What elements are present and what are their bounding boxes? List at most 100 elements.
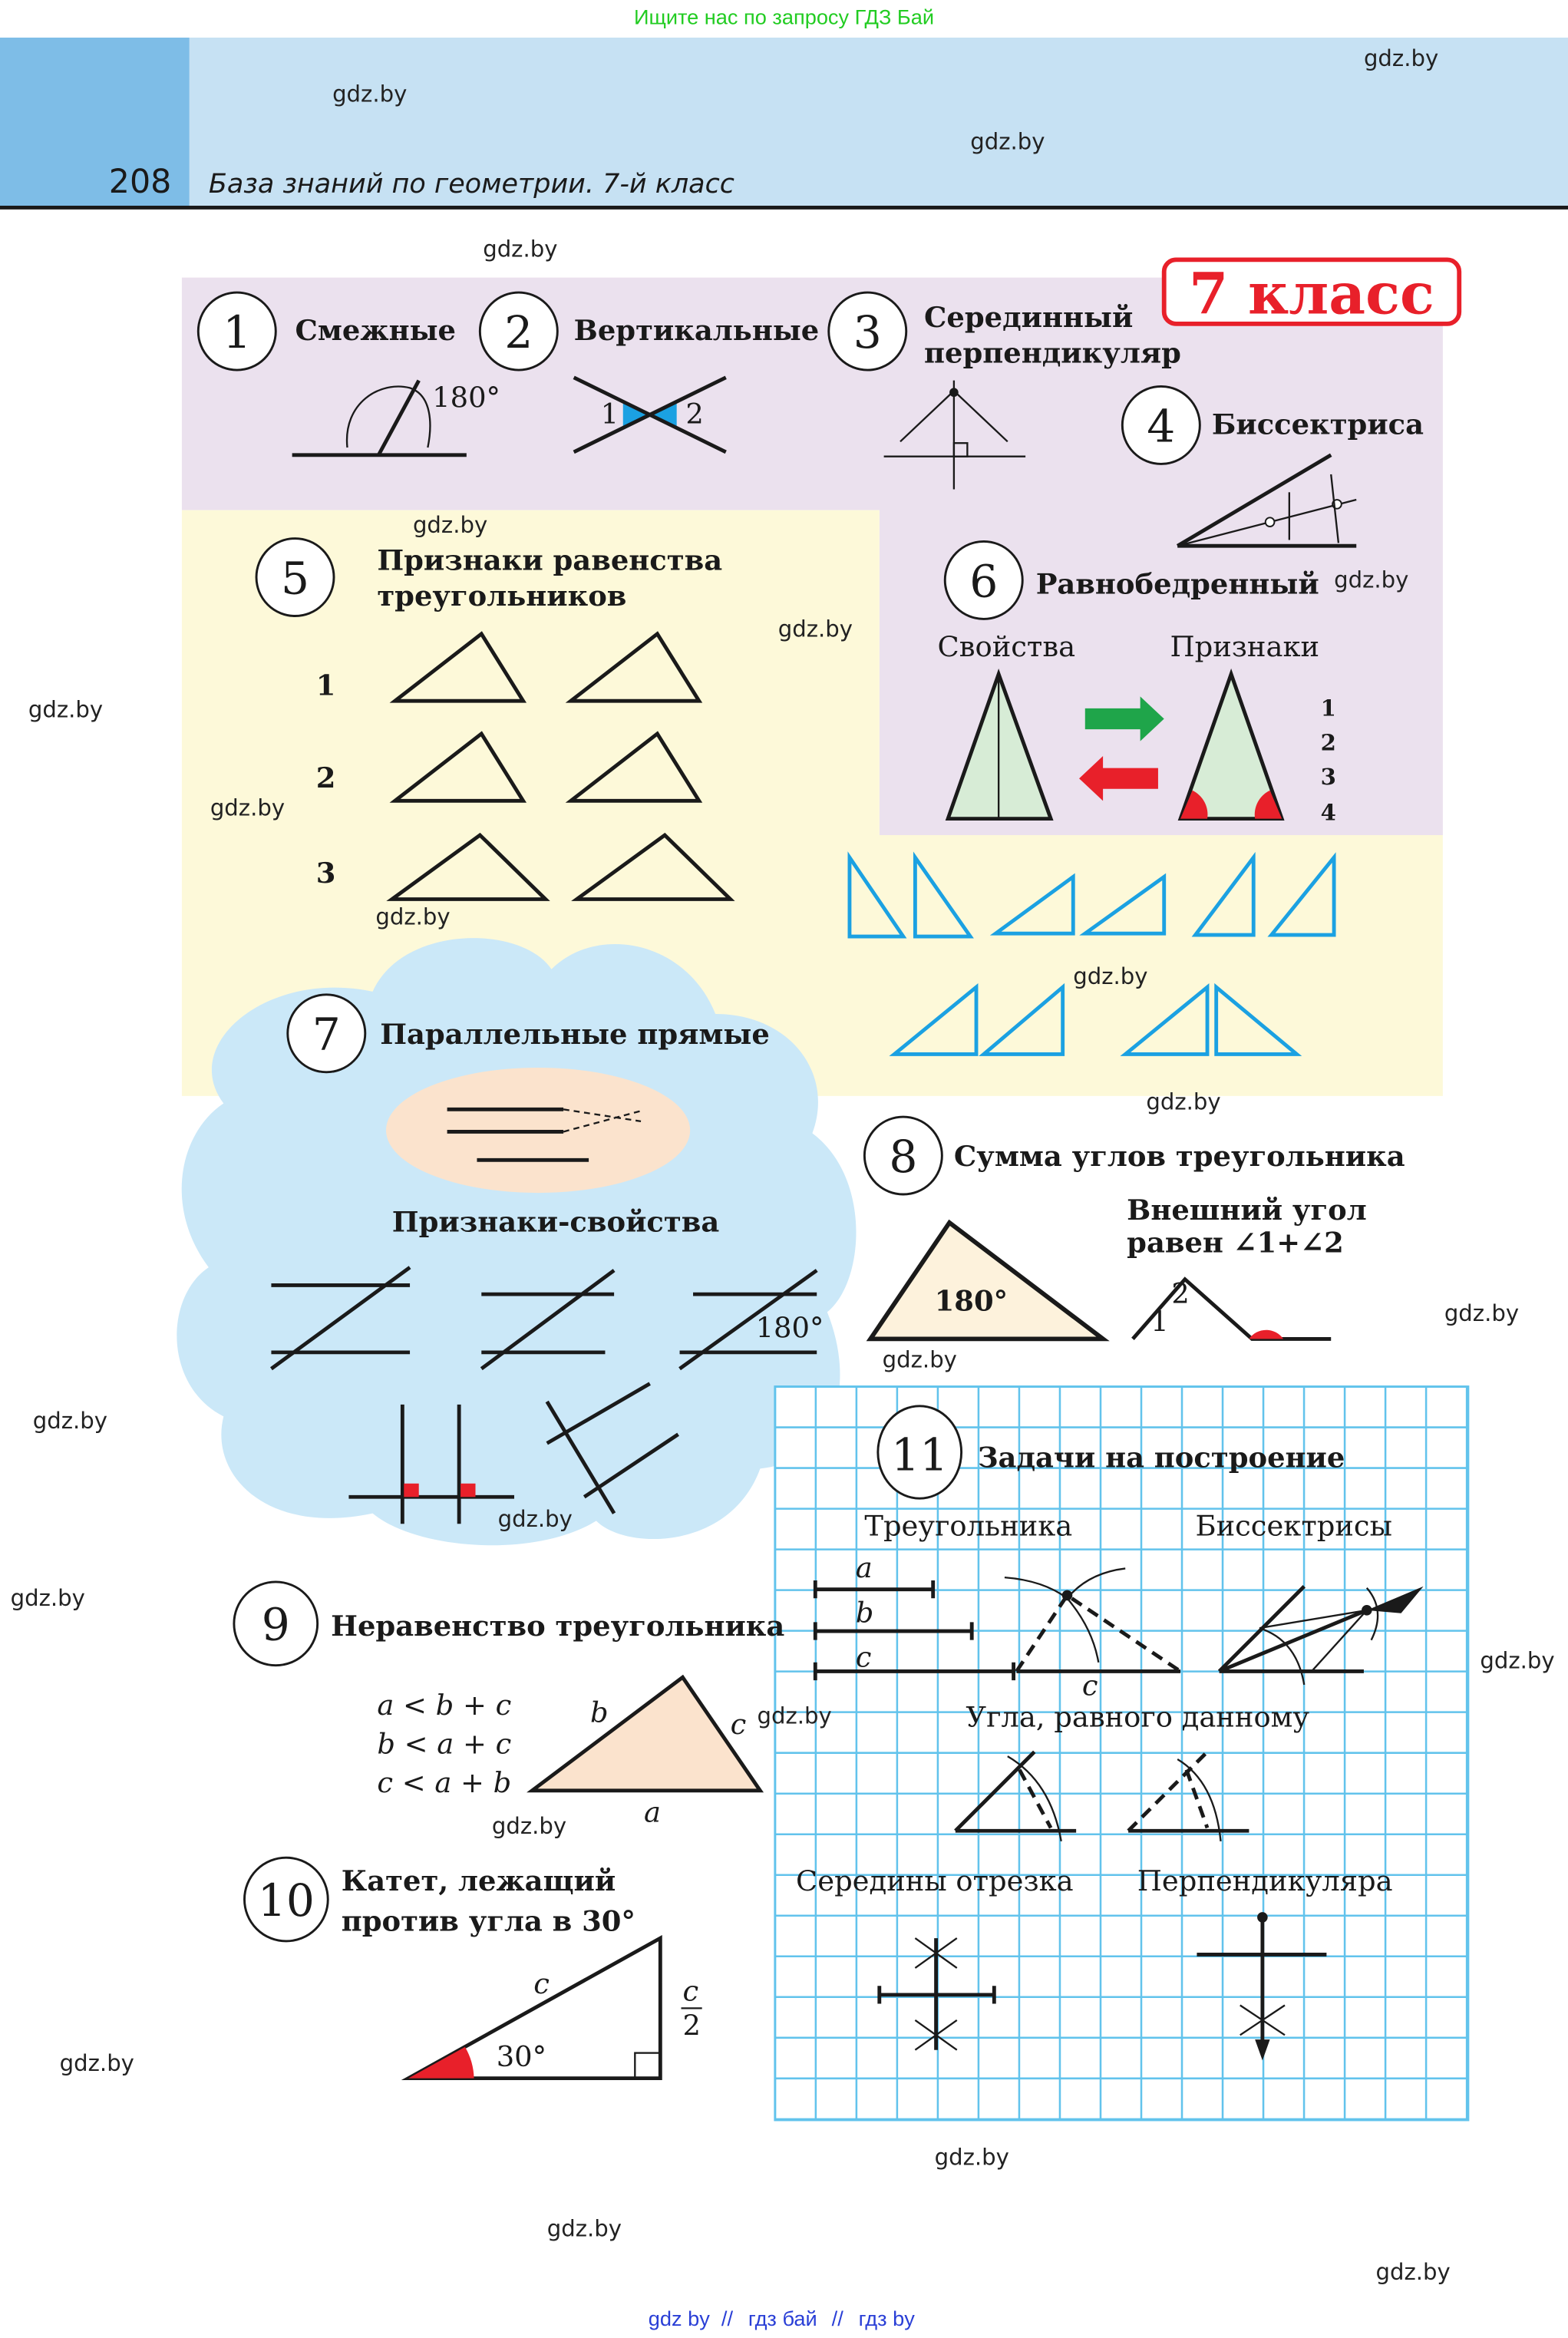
section-triangle-congruence: 5 Признаки равенства треугольников 1 2 3 [255, 537, 735, 901]
svg-text:7: 7 [312, 1009, 341, 1061]
svg-text:4: 4 [1321, 800, 1336, 826]
svg-text:3: 3 [1321, 764, 1336, 790]
search-banner[interactable]: Ищите нас по запросу ГДЗ Бай [634, 5, 934, 29]
header-band [0, 38, 1568, 206]
svg-text:против угла в 30°: против угла в 30° [342, 1904, 635, 1937]
svg-text:11: 11 [891, 1428, 948, 1481]
svg-text:gdz.by: gdz.by [970, 129, 1045, 155]
svg-text:Вертикальные: Вертикальные [574, 313, 820, 347]
svg-text:c: c [682, 1975, 698, 2008]
svg-text:c: c [856, 1641, 872, 1674]
svg-text:gdz.by: gdz.by [210, 795, 285, 821]
svg-text:9: 9 [262, 1599, 290, 1651]
svg-text:Катет, лежащий: Катет, лежащий [342, 1864, 616, 1897]
grid-region [774, 1385, 1470, 2122]
svg-text:gdz.by: gdz.by [11, 1585, 85, 1611]
svg-text:gdz.by: gdz.by [778, 616, 853, 642]
svg-text:Середины отрезка: Середины отрезка [796, 1864, 1074, 1897]
svg-text:b < a + c: b < a + c [377, 1727, 511, 1760]
svg-text:b: b [590, 1696, 609, 1729]
svg-text:gdz.by: gdz.by [1444, 1300, 1519, 1326]
svg-text:2: 2 [504, 306, 533, 358]
svg-text:gdz.by: gdz.by [413, 512, 487, 538]
svg-text:Серединный: Серединный [924, 300, 1133, 334]
svg-text:2: 2 [685, 398, 703, 431]
svg-text:gdz.by: gdz.by [28, 697, 103, 723]
watermarks: gdz.by gdz.by gdz.by gdz.by gdz.by gdz.b… [11, 45, 1555, 2285]
svg-text:c: c [731, 1708, 747, 1741]
svg-text:3: 3 [853, 306, 882, 358]
svg-text:8: 8 [889, 1131, 917, 1183]
svg-text:gdz.by: gdz.by [375, 904, 450, 930]
svg-text:gdz.by: gdz.by [1375, 2259, 1450, 2285]
svg-text:перпендикуляр: перпендикуляр [924, 335, 1181, 369]
svg-text:gdz.by: gdz.by [1334, 567, 1408, 593]
svg-text:Перпендикуляра: Перпендикуляра [1137, 1864, 1393, 1897]
page-number-box [0, 38, 190, 206]
section-parallel-lines: 7 Параллельные прямые Признаки-свойства … [270, 993, 824, 1524]
svg-text:1: 1 [1150, 1306, 1168, 1339]
section-triangle-inequality: 9 Неравенство треугольника a < b + c b <… [233, 1580, 784, 1829]
page-title: База знаний по геометрии. 7-й класс [209, 169, 734, 200]
svg-text:180°: 180° [432, 381, 500, 414]
section-30-degree-leg: 10 Катет, лежащий против угла в 30° 30° … [243, 1856, 702, 2081]
svg-text:10: 10 [258, 1874, 315, 1927]
svg-text://: // [721, 2307, 734, 2330]
svg-text:gdz.by: gdz.by [1146, 1088, 1220, 1115]
svg-text:gdz.by: gdz.by [483, 236, 557, 262]
arrow-left-icon [1079, 756, 1158, 801]
svg-text:gdz.by: gdz.by [1073, 963, 1147, 989]
grade-badge-text: 7 класс [1189, 261, 1434, 327]
cloud-region [177, 938, 857, 1546]
svg-text:Признаки: Признаки [1170, 630, 1319, 663]
svg-text:b: b [856, 1596, 874, 1629]
svg-text:c: c [1082, 1669, 1098, 1702]
svg-text:gdz.by: gdz.by [758, 1702, 832, 1729]
svg-text:Задачи на построение: Задачи на построение [978, 1440, 1345, 1474]
svg-text:равен ∠1+∠2: равен ∠1+∠2 [1127, 1226, 1344, 1260]
svg-text:2: 2 [1321, 729, 1336, 755]
page-number: 208 [109, 163, 172, 201]
svg-text:1: 1 [601, 398, 619, 431]
svg-text:Сумма углов треугольника: Сумма углов треугольника [954, 1139, 1405, 1173]
arrow-right-icon [1084, 696, 1164, 741]
section-vertical-angles: 2 Вертикальные 1 2 [478, 291, 820, 454]
svg-text:Равнобедренный: Равнобедренный [1036, 566, 1319, 600]
svg-text:6: 6 [969, 555, 998, 607]
svg-text://: // [832, 2307, 844, 2330]
svg-text:Внешний угол: Внешний угол [1127, 1193, 1367, 1227]
svg-text:Свойства: Свойства [938, 630, 1076, 663]
svg-text:3: 3 [316, 856, 336, 890]
svg-text:1: 1 [1321, 695, 1336, 722]
svg-text:Смежные: Смежные [295, 313, 457, 347]
svg-text:gdz.by: gdz.by [33, 1408, 107, 1434]
svg-text:Признаки-свойства: Признаки-свойства [392, 1205, 720, 1239]
section-perpendicular-bisector: 3 Серединный перпендикуляр [827, 291, 1181, 490]
svg-text:gdz.by: gdz.by [1364, 45, 1438, 71]
svg-text:Биссектрисы: Биссектрисы [1195, 1510, 1391, 1543]
svg-text:треугольников: треугольников [377, 579, 626, 613]
grade-badge [1161, 257, 1462, 326]
svg-text:c < a + b: c < a + b [377, 1766, 511, 1799]
svg-text:Неравенство треугольника: Неравенство треугольника [331, 1609, 784, 1643]
svg-text:Угла, равного данному: Угла, равного данному [966, 1700, 1309, 1733]
svg-text:gdz.by: gdz.by [883, 1346, 957, 1372]
svg-text:2: 2 [316, 761, 336, 794]
footer-link[interactable]: гдз бай [748, 2307, 817, 2330]
section-isosceles: 6 Равнобедренный Свойства Признаки 1 2 3… [847, 540, 1336, 1056]
svg-text:30°: 30° [497, 2040, 546, 2073]
svg-text:gdz.by: gdz.by [547, 2215, 622, 2241]
svg-text:a: a [856, 1551, 873, 1584]
svg-text:Биссектриса: Биссектриса [1212, 408, 1424, 441]
footer-link[interactable]: гдз by [859, 2307, 916, 2330]
svg-text:180°: 180° [756, 1311, 824, 1344]
section-angle-sum: 8 Сумма углов треугольника 180° Внешний … [863, 1115, 1405, 1342]
svg-text:Признаки равенства: Признаки равенства [377, 543, 722, 576]
section-adjacent-angles: 1 Смежные 180° [196, 291, 500, 457]
footer-link[interactable]: gdz by [649, 2307, 710, 2330]
section-bisector: 4 Биссектриса [1121, 385, 1424, 548]
svg-text:Параллельные прямые: Параллельные прямые [380, 1017, 770, 1051]
svg-text:Треугольника: Треугольника [864, 1510, 1072, 1543]
